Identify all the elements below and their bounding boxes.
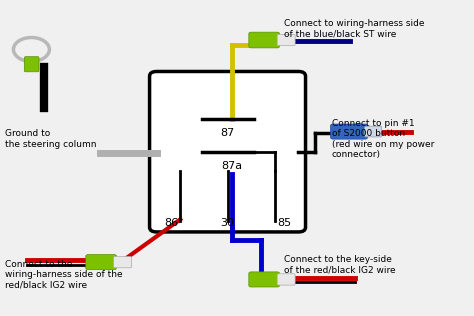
FancyBboxPatch shape: [365, 126, 382, 137]
Text: Connect to pin #1
of S2000 button
(red wire on my power
connector): Connect to pin #1 of S2000 button (red w…: [331, 119, 434, 159]
Text: Ground to
the steering column: Ground to the steering column: [5, 130, 97, 149]
FancyBboxPatch shape: [24, 57, 39, 72]
Text: 86: 86: [164, 218, 178, 228]
Text: 85: 85: [277, 218, 292, 228]
FancyBboxPatch shape: [86, 255, 117, 270]
Text: 87a: 87a: [222, 161, 243, 171]
FancyBboxPatch shape: [150, 71, 306, 232]
Text: Connect to the key-side
of the red/black IG2 wire: Connect to the key-side of the red/black…: [284, 255, 396, 275]
FancyBboxPatch shape: [330, 124, 367, 139]
FancyBboxPatch shape: [249, 32, 280, 48]
Text: Connect to the
wiring-harness side of the
red/black IG2 wire: Connect to the wiring-harness side of th…: [5, 259, 123, 289]
Text: 30: 30: [220, 218, 235, 228]
Circle shape: [23, 44, 40, 55]
Text: 87: 87: [220, 128, 235, 138]
FancyBboxPatch shape: [114, 257, 132, 268]
FancyBboxPatch shape: [249, 272, 280, 287]
FancyBboxPatch shape: [277, 274, 295, 285]
Text: Connect to wiring-harness side
of the blue/black ST wire: Connect to wiring-harness side of the bl…: [284, 19, 425, 39]
FancyBboxPatch shape: [277, 34, 295, 46]
